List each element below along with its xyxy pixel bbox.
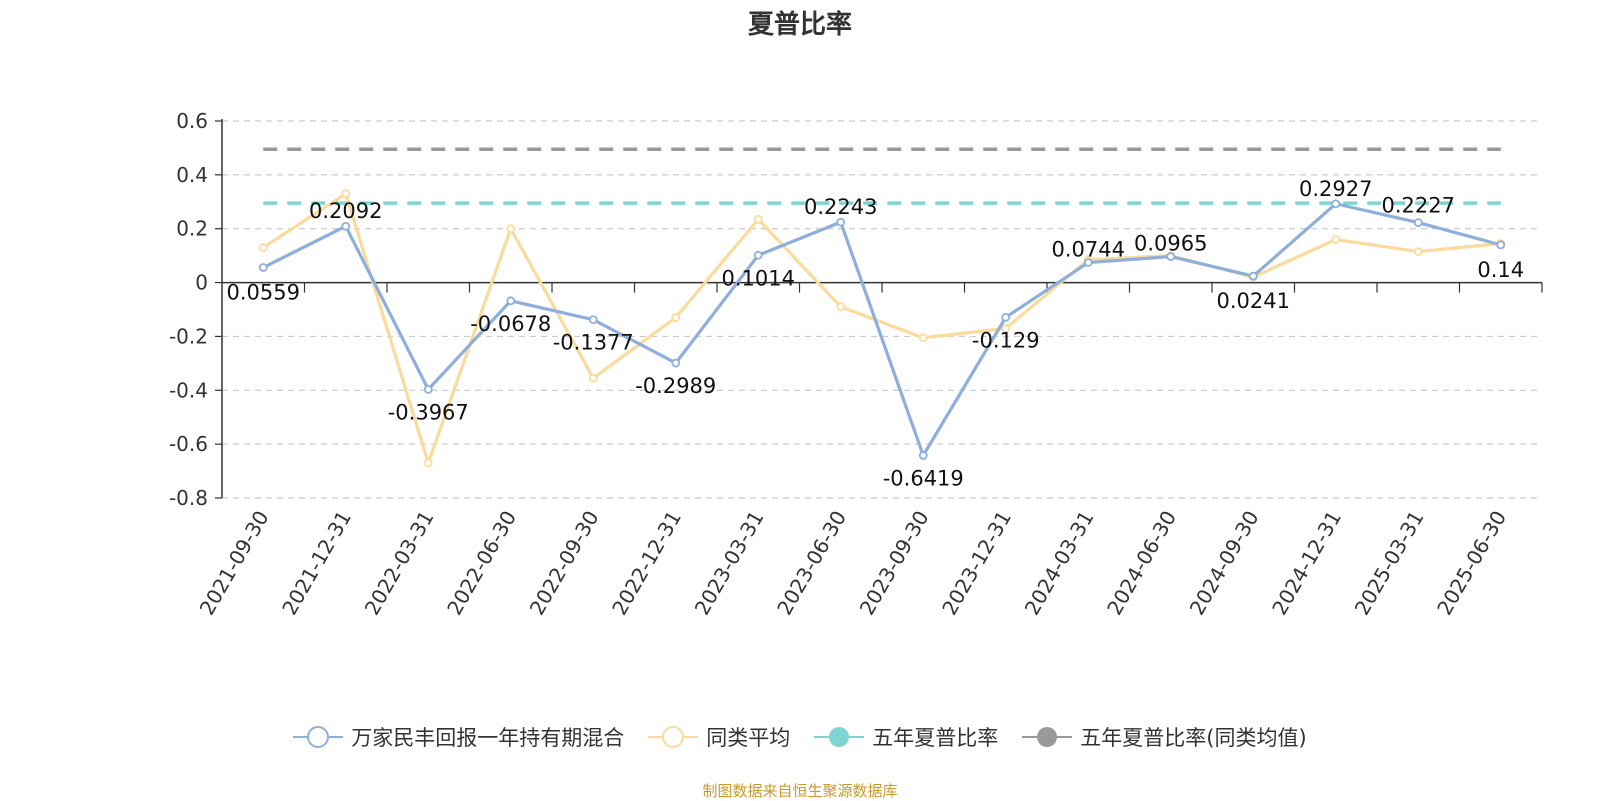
x-tick-label: 2022-12-31 bbox=[607, 507, 686, 620]
legend-item-five-year-peer[interactable]: 五年夏普比率(同类均值) bbox=[1022, 722, 1307, 752]
data-label: 0.2927 bbox=[1299, 177, 1372, 201]
legend-label: 五年夏普比率(同类均值) bbox=[1080, 726, 1307, 750]
x-tick-label: 2024-06-30 bbox=[1102, 507, 1181, 620]
legend-label: 万家民丰回报一年持有期混合 bbox=[351, 726, 625, 750]
x-tick-label: 2023-03-31 bbox=[690, 507, 769, 620]
x-tick-label: 2025-03-31 bbox=[1350, 507, 1429, 620]
data-label: 0.0965 bbox=[1134, 232, 1207, 256]
x-tick-label: 2024-09-30 bbox=[1185, 507, 1264, 620]
data-point bbox=[258, 243, 268, 252]
series-lines bbox=[258, 189, 1506, 468]
data-point bbox=[918, 451, 928, 460]
x-tick-label: 2021-12-31 bbox=[277, 507, 356, 620]
data-point bbox=[671, 358, 681, 368]
data-point bbox=[836, 217, 846, 227]
legend-label: 五年夏普比率 bbox=[872, 726, 999, 750]
data-label: 0.2243 bbox=[804, 195, 877, 219]
data-labels: 0.0559 0.2092 -0.3967 -0.0678-0.1377-0.2989… bbox=[227, 177, 1525, 491]
data-label: 0.2092 bbox=[309, 199, 382, 223]
legend-item-peer-average[interactable]: 同类平均 bbox=[648, 722, 790, 752]
data-point bbox=[1248, 271, 1258, 281]
y-tick-label: -0.2 bbox=[169, 324, 208, 348]
filled-circle-icon bbox=[1022, 727, 1073, 747]
data-label: -0.6419 bbox=[883, 466, 964, 490]
y-tick-label: 0 bbox=[195, 271, 208, 295]
data-point bbox=[753, 214, 763, 224]
legend-item-fund[interactable]: 万家民丰回报一年持有期混合 bbox=[293, 722, 624, 752]
hollow-circle-icon bbox=[293, 726, 344, 748]
source-note: 制图数据来自恒生聚源数据库 bbox=[702, 782, 898, 800]
data-point bbox=[1083, 258, 1093, 267]
x-tick-label: 2022-06-30 bbox=[442, 507, 521, 620]
y-tick-label: -0.4 bbox=[169, 378, 208, 402]
hollow-circle-icon bbox=[648, 726, 699, 748]
y-tick-label: 0.2 bbox=[176, 217, 208, 241]
x-tick-label: 2022-09-30 bbox=[525, 507, 604, 620]
x-tick-label: 2021-09-30 bbox=[195, 507, 274, 620]
data-label: -0.129 bbox=[972, 328, 1040, 352]
data-point bbox=[1001, 323, 1011, 333]
data-point bbox=[588, 315, 598, 325]
data-point bbox=[423, 458, 433, 468]
data-point bbox=[258, 263, 268, 272]
x-tick-label: 2024-03-31 bbox=[1020, 507, 1099, 620]
legend-label: 同类平均 bbox=[706, 726, 791, 750]
x-tick-label: 2023-12-31 bbox=[937, 507, 1016, 620]
data-label: 0.2227 bbox=[1382, 194, 1455, 218]
data-point bbox=[836, 302, 846, 312]
series-line bbox=[262, 202, 1502, 458]
legend-item-five-year[interactable]: 五年夏普比率 bbox=[814, 722, 998, 752]
data-point bbox=[918, 333, 928, 343]
y-tick-label: -0.8 bbox=[169, 486, 208, 510]
x-tick-label: 2023-06-30 bbox=[772, 507, 851, 620]
legend: 万家民丰回报一年持有期混合 同类平均 五年夏普比率 五年夏普比率(同类均值) bbox=[0, 722, 1600, 752]
data-label: -0.0678 bbox=[470, 312, 551, 336]
grid-layer bbox=[222, 120, 1542, 499]
chart-title: 夏普比率 bbox=[747, 10, 852, 40]
data-point bbox=[1166, 252, 1176, 261]
x-tick-label: 2024-12-31 bbox=[1267, 507, 1346, 620]
x-tick-label: 2022-03-31 bbox=[360, 507, 439, 620]
data-point bbox=[1413, 218, 1423, 228]
y-tick-label: 0.6 bbox=[176, 109, 208, 133]
y-tick-label: -0.6 bbox=[169, 432, 208, 456]
data-point bbox=[1331, 235, 1341, 244]
data-point bbox=[1496, 240, 1506, 250]
data-point bbox=[423, 384, 433, 394]
data-point bbox=[506, 224, 516, 234]
data-label: -0.1377 bbox=[553, 331, 634, 355]
data-label: 0.1014 bbox=[722, 266, 795, 290]
y-tick-label: 0.4 bbox=[176, 163, 208, 187]
data-label: 0.14 bbox=[1477, 258, 1524, 282]
data-label: 0.0559 bbox=[227, 281, 300, 305]
data-point bbox=[341, 189, 351, 199]
x-tick-label: 2023-09-30 bbox=[855, 507, 934, 620]
data-point bbox=[506, 296, 516, 306]
data-label: -0.3967 bbox=[388, 400, 469, 424]
data-label: -0.2989 bbox=[635, 374, 716, 398]
data-point bbox=[1001, 312, 1011, 322]
data-point bbox=[341, 221, 351, 231]
data-point bbox=[1331, 199, 1341, 209]
data-point bbox=[588, 373, 598, 383]
data-point bbox=[671, 313, 681, 322]
data-point bbox=[753, 250, 763, 260]
x-tick-label: 2025-06-30 bbox=[1432, 507, 1511, 620]
data-point bbox=[1413, 247, 1423, 257]
data-label: 0.0241 bbox=[1217, 289, 1290, 313]
filled-circle-icon bbox=[814, 727, 865, 747]
data-label: 0.0744 bbox=[1052, 238, 1125, 262]
